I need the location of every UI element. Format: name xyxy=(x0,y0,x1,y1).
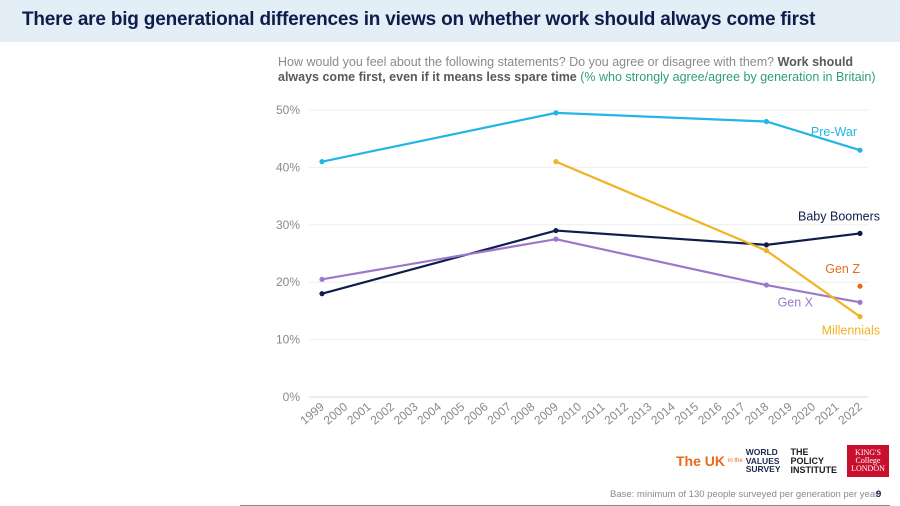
series-label: Baby Boomers xyxy=(798,209,880,223)
data-point xyxy=(319,159,325,165)
x-tick-label: 1999 xyxy=(297,399,327,427)
x-tick-label: 2000 xyxy=(321,399,351,427)
y-tick-label: 10% xyxy=(276,333,300,347)
page-title: There are big generational differences i… xyxy=(22,9,816,30)
series-line xyxy=(321,229,861,295)
x-tick-label: 2018 xyxy=(742,399,772,427)
x-tick-label: 2020 xyxy=(789,399,819,427)
x-tick-label: 2017 xyxy=(719,399,749,427)
kcl-line: College xyxy=(855,456,881,465)
subtitle-measure: (% who strongly agree/agree by generatio… xyxy=(580,69,876,84)
x-tick-label: 2006 xyxy=(461,399,491,427)
kcl-line: KING'S xyxy=(855,448,881,457)
data-point xyxy=(763,282,770,288)
x-tick-label: 2004 xyxy=(414,399,444,427)
x-tick-label: 2014 xyxy=(648,399,678,427)
data-point xyxy=(857,299,863,305)
series-line xyxy=(321,238,861,304)
series-labels: Pre-War Baby Boomers Gen Z Gen X Millennials xyxy=(778,125,880,337)
x-tick-label: 2015 xyxy=(672,399,702,427)
base-note: Base: minimum of 130 people surveyed per… xyxy=(610,489,879,500)
data-point xyxy=(857,314,863,320)
kings-college-logo: KING'S College LONDON xyxy=(847,445,889,477)
chart-subtitle: How would you feel about the following s… xyxy=(278,55,878,84)
header-bar: There are big generational differences i… xyxy=(0,0,900,42)
series-label: Pre-War xyxy=(811,125,857,139)
data-point xyxy=(553,236,559,242)
pi-line: INSTITUTE xyxy=(790,464,838,475)
data-point xyxy=(857,230,863,237)
y-tick-label: 40% xyxy=(276,160,300,174)
data-point xyxy=(763,248,770,254)
policy-institute-logo: THE POLICY INSTITUTE xyxy=(790,446,838,475)
y-tick-label: 20% xyxy=(276,275,300,289)
pi-line: THE xyxy=(790,446,809,457)
x-tick-label: 2003 xyxy=(391,399,421,427)
y-tick-label: 0% xyxy=(283,390,301,404)
wvs-line: VALUES xyxy=(745,455,780,466)
data-point xyxy=(553,159,559,165)
data-point xyxy=(857,283,863,289)
data-point xyxy=(553,227,559,234)
uk-logo-small: in the xyxy=(728,458,743,464)
x-tick-label: 2009 xyxy=(531,399,561,427)
partner-logos: The UK in the WORLD VALUES SURVEY THE PO… xyxy=(676,444,889,478)
wvs-line: WORLD xyxy=(745,447,778,458)
data-point xyxy=(319,291,325,297)
uk-wvs-logo: The UK in the WORLD VALUES SURVEY xyxy=(676,448,781,474)
series-label: Gen Z xyxy=(825,262,860,276)
data-point xyxy=(319,276,325,282)
x-tick-label: 2021 xyxy=(812,399,842,427)
x-tick-label: 2011 xyxy=(579,399,608,427)
y-tick-label: 30% xyxy=(276,218,300,232)
x-tick-label: 2013 xyxy=(625,399,655,427)
data-point xyxy=(857,147,863,153)
y-tick-label: 50% xyxy=(276,103,300,117)
wvs-line: SURVEY xyxy=(745,464,781,475)
uk-logo-text: The UK xyxy=(676,452,725,469)
page-number: 9 xyxy=(876,489,882,500)
x-tick-label: 2005 xyxy=(438,399,468,427)
wvs-logo-text: WORLD VALUES SURVEY xyxy=(746,448,781,474)
series-label: Gen X xyxy=(778,295,814,309)
x-tick-label: 2022 xyxy=(835,399,865,427)
x-tick-label: 2019 xyxy=(765,399,795,427)
data-point xyxy=(553,110,559,116)
series-lines xyxy=(319,110,863,320)
x-tick-label: 2012 xyxy=(602,399,632,427)
x-tick-label: 2016 xyxy=(695,399,725,427)
pi-line: POLICY xyxy=(790,455,825,466)
x-tick-label: 2002 xyxy=(368,399,398,427)
x-tick-label: 2010 xyxy=(555,399,585,427)
data-point xyxy=(763,242,770,248)
x-tick-label: 2001 xyxy=(344,399,374,427)
subtitle-question: How would you feel about the following s… xyxy=(278,55,778,69)
x-tick-label: 2007 xyxy=(485,399,515,427)
x-tick-label: 2008 xyxy=(508,399,538,427)
y-axis-ticks: 0% 10% 20% 30% 40% 50% xyxy=(276,103,300,404)
gridlines xyxy=(309,109,868,398)
series-label: Millennials xyxy=(822,324,880,338)
kcl-line: LONDON xyxy=(851,464,885,473)
data-point xyxy=(763,118,770,125)
x-axis-ticks: 1999200020012002200320042005200620072008… xyxy=(297,399,865,427)
subtitle-statement: Work should always come first, even if i… xyxy=(278,55,854,84)
series-line xyxy=(321,111,861,163)
